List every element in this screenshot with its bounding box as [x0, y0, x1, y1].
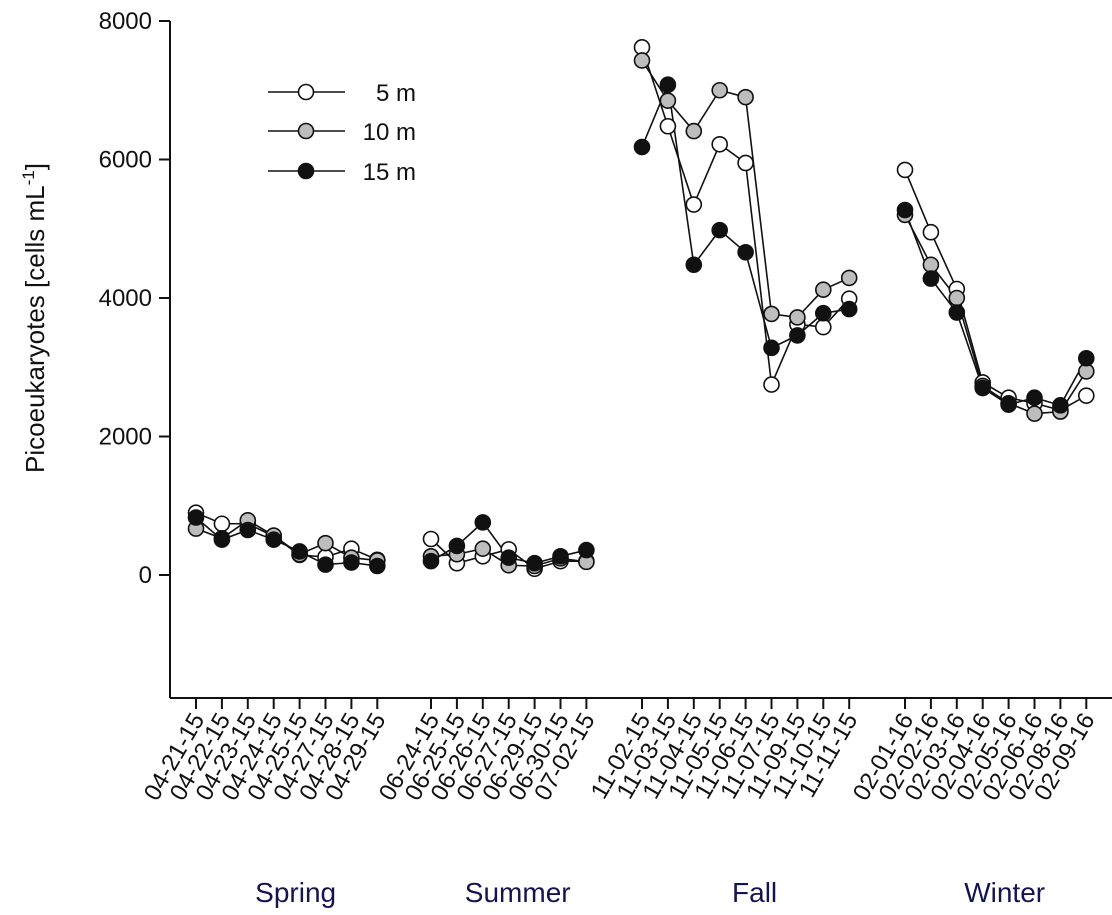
data-point	[317, 534, 334, 552]
data-point	[422, 530, 440, 548]
data-point	[896, 161, 914, 179]
data-point	[685, 256, 703, 274]
data-point	[711, 135, 729, 153]
data-point	[1078, 387, 1095, 404]
x-ticks: 04-21-1504-22-1504-23-1504-24-1504-25-15…	[139, 698, 1100, 805]
y-tick-label: 8000	[99, 8, 152, 35]
data-point	[737, 154, 754, 172]
legend-label: 5 m	[376, 80, 416, 107]
legend-marker	[297, 83, 315, 101]
legend-label: 10 m	[363, 119, 416, 146]
season-label: Summer	[465, 877, 571, 908]
series-line-10m	[904, 214, 1087, 415]
data-point	[814, 304, 832, 322]
data-point	[1026, 405, 1043, 422]
legend-label: 15 m	[363, 159, 416, 186]
data-point	[922, 223, 940, 241]
season-label: Fall	[732, 877, 777, 908]
data-point	[578, 541, 595, 559]
legend-marker	[297, 162, 315, 180]
series-line-5m	[904, 169, 1087, 412]
data-point	[474, 514, 492, 531]
data-point	[814, 281, 832, 298]
data-point	[711, 81, 729, 99]
data-point	[789, 309, 806, 326]
y-tick-label: 2000	[99, 424, 152, 451]
y-tick-label: 0	[139, 562, 152, 589]
data-point	[368, 557, 386, 575]
data-point	[840, 300, 858, 318]
data-point	[948, 289, 966, 307]
axes	[169, 21, 1112, 699]
legend: 5 m 10 m 15 m	[268, 80, 416, 186]
data-point	[737, 88, 754, 106]
data-point	[685, 122, 703, 140]
data-point	[763, 376, 780, 393]
y-tick-label: 6000	[99, 147, 152, 174]
data-point	[763, 339, 780, 357]
data-point	[552, 548, 569, 565]
data-point	[840, 269, 858, 287]
data-point	[633, 52, 651, 69]
y-ticks: 0 2000 4000 6000 8000	[99, 8, 170, 589]
data-point	[317, 556, 334, 573]
data-point	[659, 92, 677, 109]
season-label: Winter	[964, 877, 1045, 908]
data-point	[922, 270, 940, 287]
data-point	[500, 549, 518, 566]
y-axis-label: Picoeukaryotes [cells mL-1]	[19, 163, 50, 473]
data-point	[448, 537, 466, 555]
data-point	[922, 256, 940, 274]
data-point	[187, 509, 205, 526]
data-point	[239, 521, 257, 539]
data-point	[213, 515, 231, 533]
data-point	[526, 554, 543, 572]
data-point	[763, 305, 780, 323]
data-point	[422, 552, 440, 570]
data-point	[659, 76, 677, 94]
data-point	[737, 243, 754, 261]
season-label: Spring	[255, 877, 336, 908]
data-point	[685, 196, 703, 213]
series-points	[187, 39, 1095, 578]
legend-marker	[297, 122, 315, 140]
data-point	[633, 138, 651, 156]
data-point	[1078, 349, 1095, 367]
data-point	[789, 327, 806, 344]
data-point	[814, 318, 832, 336]
data-point	[1052, 397, 1069, 414]
data-point	[974, 379, 992, 397]
data-point	[343, 554, 360, 571]
season-labels: Spring Summer Fall Winter	[255, 877, 1045, 908]
data-point	[659, 117, 677, 135]
y-tick-label: 4000	[99, 285, 152, 312]
data-point	[948, 304, 966, 321]
data-point	[896, 201, 914, 219]
data-point	[1000, 396, 1017, 413]
data-point	[711, 221, 729, 239]
data-point	[213, 531, 231, 548]
data-point	[265, 531, 283, 548]
data-point	[1026, 389, 1043, 407]
data-point	[474, 540, 492, 557]
data-point	[291, 543, 308, 560]
